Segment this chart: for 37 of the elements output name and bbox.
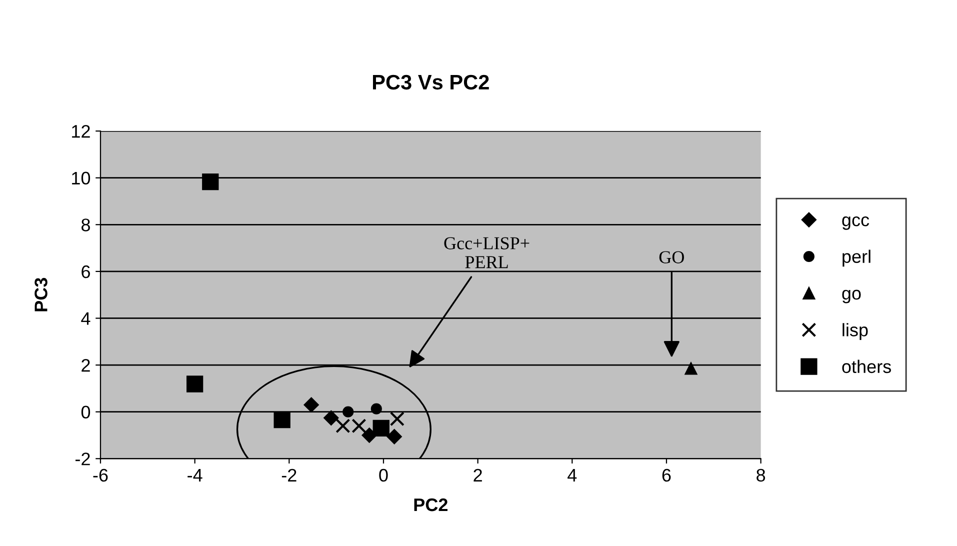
point bbox=[324, 410, 339, 426]
y-tick-label: 4 bbox=[81, 312, 90, 325]
point bbox=[372, 420, 390, 437]
point bbox=[304, 397, 319, 412]
x-tick-label: -2 bbox=[282, 468, 296, 482]
y-tick-label: 8 bbox=[82, 218, 90, 232]
point bbox=[370, 403, 382, 414]
legend-label: perl bbox=[842, 250, 870, 267]
x-tick-label: -4 bbox=[188, 469, 202, 482]
annotation: Gcc+LISP+ PERL bbox=[444, 237, 530, 268]
y-tick-label: 10 bbox=[72, 172, 90, 185]
point bbox=[386, 429, 402, 444]
point bbox=[684, 362, 698, 375]
legend-label: lisp bbox=[842, 323, 868, 340]
point bbox=[274, 411, 290, 428]
legend-label: go bbox=[842, 290, 861, 304]
legend-label: others bbox=[842, 360, 891, 374]
y-tick-label: 12 bbox=[72, 124, 90, 138]
y-tick-label: 0 bbox=[81, 406, 90, 419]
annotation: GO bbox=[659, 251, 684, 264]
point bbox=[390, 412, 404, 426]
x-tick-label: 0 bbox=[379, 468, 388, 482]
chart-title: PC3 Vs PC2 bbox=[372, 74, 489, 90]
x-tick-label: 2 bbox=[474, 468, 482, 482]
point bbox=[342, 406, 354, 418]
y-tick-label: 2 bbox=[82, 358, 90, 372]
legend-label: gcc bbox=[842, 216, 870, 230]
y-tick-label: -2 bbox=[76, 452, 90, 466]
point bbox=[202, 173, 219, 190]
x-tick-label: 4 bbox=[568, 469, 577, 482]
x-tick-label: -6 bbox=[93, 468, 108, 482]
x-tick-label: 8 bbox=[756, 468, 766, 482]
y-tick-label: 6 bbox=[82, 265, 90, 278]
x-tick-label: 6 bbox=[662, 468, 671, 482]
x-axis-title: PC2 bbox=[414, 498, 448, 512]
y-axis-title: PC3 bbox=[34, 278, 48, 312]
point bbox=[186, 376, 204, 392]
